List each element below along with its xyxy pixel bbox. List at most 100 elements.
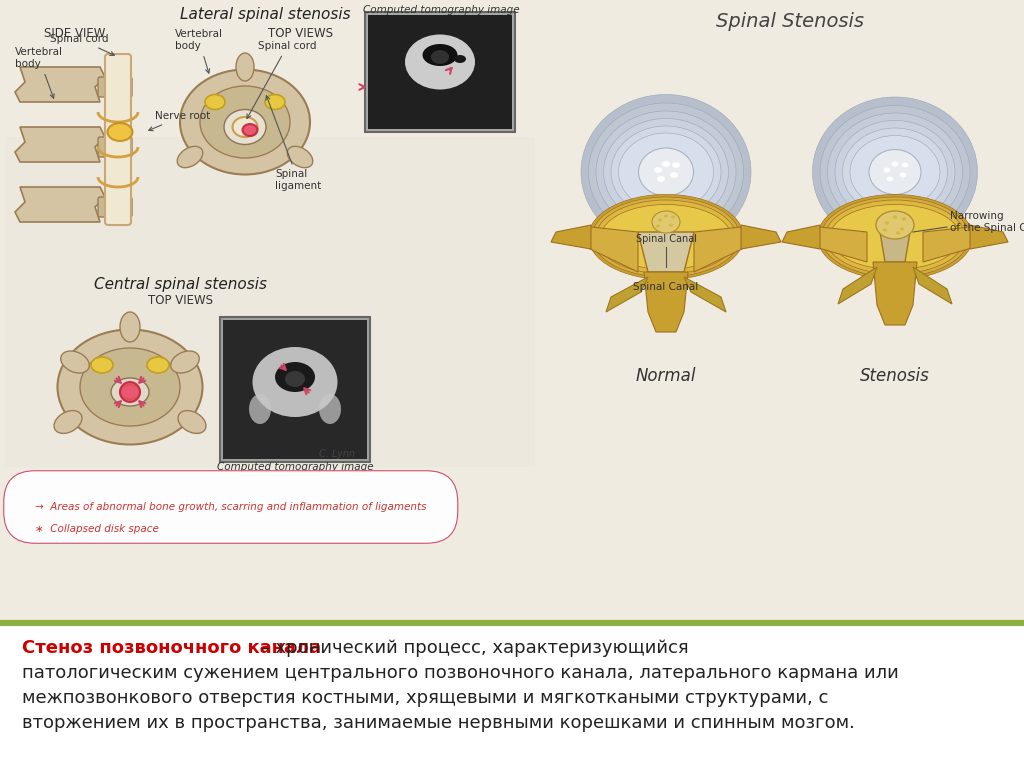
Ellipse shape	[406, 35, 475, 90]
Text: Nerve root: Nerve root	[148, 111, 210, 130]
Ellipse shape	[656, 225, 660, 228]
Bar	[0, 0, 1024, 622]
Ellipse shape	[639, 148, 693, 196]
Text: TOP VIEWS: TOP VIEWS	[147, 294, 213, 307]
Polygon shape	[644, 272, 688, 332]
Text: Spinal cord: Spinal cord	[50, 34, 115, 55]
Polygon shape	[880, 232, 910, 262]
Polygon shape	[923, 227, 975, 262]
Ellipse shape	[80, 348, 180, 426]
Ellipse shape	[319, 394, 341, 424]
Bar	[365, 12, 515, 132]
Ellipse shape	[177, 146, 203, 168]
Polygon shape	[15, 187, 105, 222]
Ellipse shape	[884, 167, 891, 173]
Ellipse shape	[670, 172, 678, 178]
Ellipse shape	[108, 123, 132, 141]
Ellipse shape	[658, 219, 662, 222]
Text: Spinal
ligament: Spinal ligament	[266, 96, 322, 191]
Text: Spinal Canal: Spinal Canal	[634, 282, 698, 292]
Text: TOP VIEWS: TOP VIEWS	[267, 27, 333, 40]
Polygon shape	[638, 232, 694, 272]
Ellipse shape	[850, 136, 940, 209]
Polygon shape	[815, 227, 867, 262]
Polygon shape	[913, 267, 952, 304]
Ellipse shape	[893, 216, 897, 219]
Polygon shape	[873, 262, 918, 325]
Ellipse shape	[812, 97, 978, 247]
Ellipse shape	[120, 385, 140, 399]
Ellipse shape	[253, 347, 338, 417]
Ellipse shape	[657, 176, 665, 182]
Ellipse shape	[899, 173, 906, 177]
Ellipse shape	[869, 150, 921, 195]
Polygon shape	[970, 225, 1008, 249]
Ellipse shape	[178, 410, 206, 433]
Ellipse shape	[902, 217, 906, 221]
Ellipse shape	[581, 94, 751, 249]
Ellipse shape	[618, 133, 714, 211]
Bar	[223, 320, 367, 459]
Ellipse shape	[232, 117, 257, 137]
Text: Vertebral
body: Vertebral body	[175, 29, 223, 73]
Text: Vertebral
body: Vertebral body	[15, 48, 63, 98]
Ellipse shape	[589, 195, 743, 279]
Ellipse shape	[200, 86, 290, 158]
Text: Spinal cord: Spinal cord	[247, 41, 316, 118]
Text: Lateral spinal stenosis: Lateral spinal stenosis	[179, 7, 350, 22]
Ellipse shape	[817, 195, 973, 279]
Ellipse shape	[664, 215, 668, 218]
Text: Computed tomography image: Computed tomography image	[217, 462, 374, 472]
Text: Narrowing
of the Spinal Canal: Narrowing of the Spinal Canal	[950, 211, 1024, 233]
Ellipse shape	[669, 223, 673, 226]
Ellipse shape	[820, 106, 970, 239]
FancyBboxPatch shape	[105, 54, 131, 225]
Ellipse shape	[275, 362, 315, 392]
Ellipse shape	[825, 200, 965, 274]
Ellipse shape	[654, 167, 662, 173]
Text: вторжением их в пространства, занимаемые нервными корешками и спинным мозгом.: вторжением их в пространства, занимаемые…	[22, 714, 855, 732]
Ellipse shape	[835, 120, 955, 223]
Ellipse shape	[596, 200, 736, 274]
Ellipse shape	[601, 205, 731, 269]
FancyBboxPatch shape	[98, 197, 132, 217]
Ellipse shape	[672, 162, 680, 168]
Ellipse shape	[901, 163, 908, 167]
Ellipse shape	[171, 351, 200, 373]
Ellipse shape	[843, 128, 947, 216]
Ellipse shape	[205, 94, 225, 110]
Ellipse shape	[265, 94, 285, 110]
Bar	[368, 15, 512, 129]
Ellipse shape	[900, 227, 904, 231]
Ellipse shape	[236, 53, 254, 81]
Ellipse shape	[671, 216, 675, 219]
Ellipse shape	[603, 118, 728, 225]
Ellipse shape	[596, 111, 736, 233]
Text: межпозвонкового отверстия костными, хрящевыми и мягкоткаными структурами, с: межпозвонкового отверстия костными, хрящ…	[22, 689, 828, 707]
Polygon shape	[838, 267, 877, 304]
Text: Normal: Normal	[636, 367, 696, 385]
Text: →  Areas of abnormal bone growth, scarring and inflammation of ligaments: → Areas of abnormal bone growth, scarrin…	[35, 502, 427, 512]
FancyBboxPatch shape	[98, 77, 132, 97]
Ellipse shape	[827, 113, 963, 231]
Ellipse shape	[243, 124, 257, 136]
FancyBboxPatch shape	[98, 137, 132, 157]
Ellipse shape	[821, 197, 969, 277]
Polygon shape	[15, 67, 105, 102]
Ellipse shape	[57, 330, 203, 445]
Ellipse shape	[60, 351, 89, 373]
Ellipse shape	[885, 221, 889, 225]
Text: Computed tomography image: Computed tomography image	[362, 5, 519, 15]
Polygon shape	[694, 227, 746, 272]
Ellipse shape	[592, 197, 740, 277]
Polygon shape	[606, 277, 648, 312]
Polygon shape	[782, 225, 820, 249]
Text: C. Lynn: C. Lynn	[319, 449, 355, 459]
Polygon shape	[684, 277, 726, 312]
Text: Spinal Canal: Spinal Canal	[636, 234, 696, 244]
Bar	[0, 622, 1024, 767]
Ellipse shape	[111, 378, 150, 406]
Bar	[220, 317, 370, 462]
Text: SIDE VIEW: SIDE VIEW	[44, 27, 105, 40]
Ellipse shape	[892, 162, 898, 166]
